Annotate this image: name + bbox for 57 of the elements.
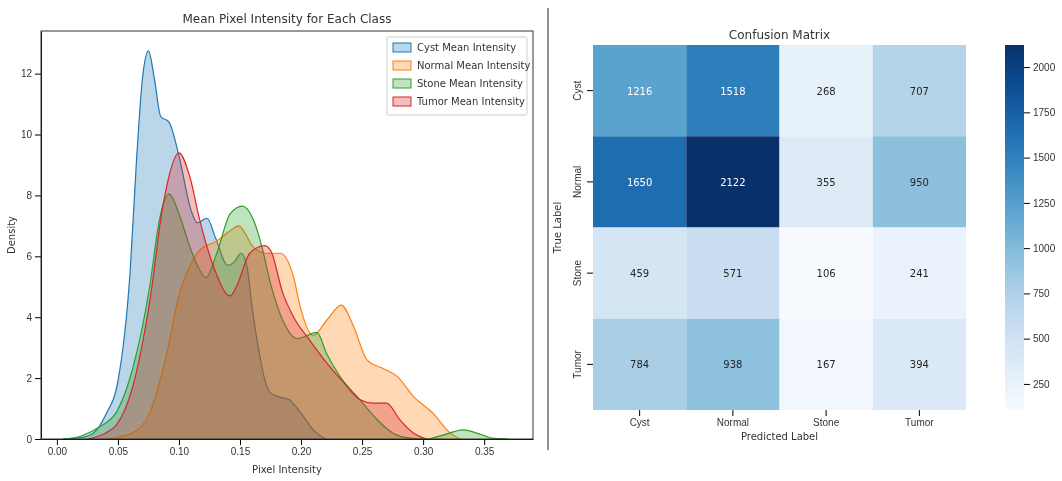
- data-label: 1650: [626, 176, 653, 188]
- color-bar-label: 2000: [1033, 61, 1056, 73]
- x-axis-title: Predicted Label: [740, 431, 819, 442]
- x-tick-label: 0.30: [413, 446, 434, 458]
- data-label: 784: [630, 359, 650, 371]
- y-tick-label: Normal: [572, 165, 583, 198]
- x-tick-label: Cyst: [629, 417, 650, 429]
- color-bar-label: 1750: [1033, 107, 1056, 119]
- color-bar-label: 1500: [1033, 152, 1056, 164]
- data-label: 241: [909, 268, 929, 280]
- legend-label: Cyst Mean Intensity: [417, 42, 517, 53]
- legend-label: Stone Mean Intensity: [417, 78, 524, 89]
- x-axis-title: Pixel Intensity: [252, 464, 322, 475]
- y-tick-label: Tumor: [572, 349, 583, 379]
- data-label: 394: [909, 359, 929, 371]
- y-tick-label: 0: [26, 433, 33, 445]
- y-tick-label: 6: [26, 251, 33, 263]
- x-tick-label: 0.10: [169, 446, 190, 458]
- y-tick-label: 4: [26, 311, 33, 323]
- x-tick-label: Stone: [813, 417, 840, 429]
- y-tick-label: 10: [20, 129, 33, 141]
- y-tick-label: 2: [26, 372, 33, 384]
- data-label: 707: [909, 85, 929, 97]
- x-tick-label: 0.15: [230, 446, 251, 458]
- y-tick-label: Stone: [572, 259, 583, 287]
- y-tick-label: 12: [20, 68, 33, 80]
- color-bar-label: 750: [1033, 288, 1051, 300]
- color-bar-label: 500: [1033, 333, 1051, 345]
- x-tick-label: 0.05: [108, 446, 129, 458]
- legend-label: Tumor Mean Intensity: [416, 96, 526, 107]
- y-axis-title: Density: [6, 215, 17, 255]
- y-axis-title: True Label: [552, 201, 563, 255]
- y-tick-label: Cyst: [572, 80, 583, 101]
- x-tick-label: 0.00: [47, 446, 68, 458]
- x-tick-label: Normal: [716, 417, 749, 429]
- data-label: 459: [630, 268, 650, 280]
- data-label: 106: [816, 268, 836, 280]
- data-label: 355: [816, 176, 836, 188]
- x-tick-label: 0.35: [474, 446, 495, 458]
- data-label: 2122: [720, 176, 746, 188]
- data-label: 1216: [626, 85, 653, 97]
- x-tick-label: Tumor: [905, 417, 935, 429]
- chart-title: Confusion Matrix: [728, 28, 831, 42]
- data-label: 950: [909, 176, 929, 188]
- data-label: 268: [816, 85, 836, 97]
- data-label: 938: [723, 359, 743, 371]
- data-label: 167: [816, 359, 836, 371]
- legend-label: Normal Mean Intensity: [417, 60, 531, 71]
- color-bar-label: 250: [1033, 378, 1051, 390]
- data-label: 571: [723, 268, 743, 280]
- x-tick-label: 0.20: [291, 446, 312, 458]
- x-tick-label: 0.25: [352, 446, 373, 458]
- y-tick-label: 8: [26, 190, 33, 202]
- data-label: 1518: [720, 85, 746, 97]
- color-bar-label: 1250: [1033, 197, 1056, 209]
- color-bar-label: 1000: [1033, 242, 1056, 254]
- chart-title: Mean Pixel Intensity for Each Class: [182, 12, 392, 26]
